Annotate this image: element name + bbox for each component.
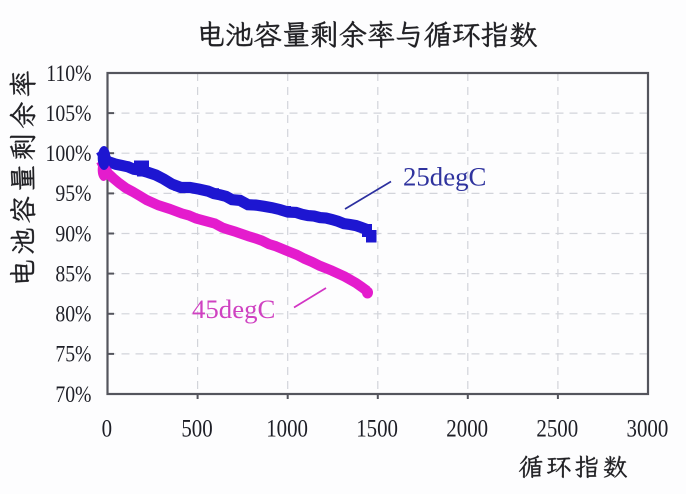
svg-text:3000: 3000 [627, 415, 669, 443]
svg-text:45degC: 45degC [192, 294, 275, 324]
svg-text:85%: 85% [55, 261, 91, 287]
svg-text:70%: 70% [55, 381, 91, 407]
svg-text:500: 500 [181, 415, 212, 443]
svg-text:110%: 110% [46, 60, 91, 86]
svg-text:95%: 95% [55, 181, 91, 207]
svg-text:75%: 75% [55, 341, 91, 367]
svg-text:1500: 1500 [356, 415, 398, 443]
svg-text:2000: 2000 [446, 415, 488, 443]
svg-text:2500: 2500 [536, 415, 578, 443]
svg-text:0: 0 [102, 415, 112, 443]
svg-text:90%: 90% [55, 221, 91, 247]
svg-text:105%: 105% [45, 100, 91, 126]
svg-text:1000: 1000 [266, 415, 308, 443]
svg-text:80%: 80% [55, 301, 91, 327]
svg-text:100%: 100% [45, 141, 91, 167]
svg-text:25degC: 25degC [403, 162, 486, 192]
